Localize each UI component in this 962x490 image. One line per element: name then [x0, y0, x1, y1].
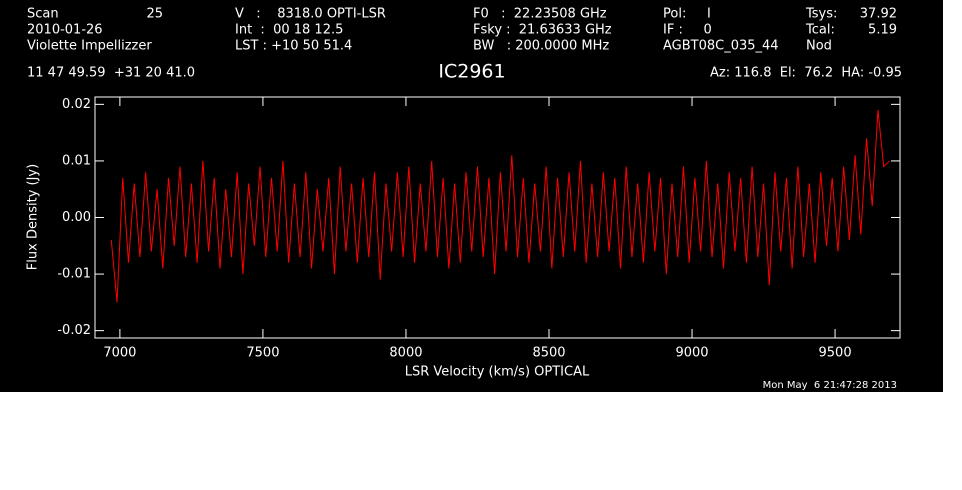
- x-axis-label: LSR Velocity (km/s) OPTICAL: [405, 365, 590, 380]
- header-text: 5.19: [868, 23, 897, 38]
- y-tick-label: 0.00: [62, 210, 91, 225]
- x-tick-label: 9000: [675, 346, 708, 361]
- header-text: Int : 00 18 12.5: [235, 23, 343, 38]
- spectrum-line: [110, 109, 890, 303]
- header-text: 25: [146, 7, 163, 22]
- y-tick-label: -0.02: [57, 323, 91, 338]
- header-text: Nod: [806, 39, 832, 54]
- header-text: BW : 200.0000 MHz: [473, 39, 609, 54]
- header-text: Az: 116.8 El: 76.2 HA: -0.95: [710, 66, 902, 81]
- x-tick-label: 8000: [389, 346, 422, 361]
- header-text: V : 8318.0 OPTI-LSR: [235, 7, 386, 22]
- chart-title: IC2961: [438, 61, 505, 83]
- y-axis-label: Flux Density (Jy): [26, 164, 41, 270]
- plot-background: [0, 0, 943, 392]
- header-text: LST : +10 50 51.4: [235, 39, 352, 54]
- y-tick-label: 0.01: [62, 153, 91, 168]
- header-text: F0 : 22.23508 GHz: [473, 7, 607, 22]
- header-text: IF : 0: [663, 23, 712, 38]
- y-tick-label: 0.02: [62, 97, 91, 112]
- x-tick-label: 7500: [246, 346, 279, 361]
- header-text: Scan: [27, 7, 59, 22]
- header-text: Tcal:: [805, 23, 835, 38]
- timestamp: Mon May 6 21:47:28 2013: [763, 380, 897, 391]
- header-text: AGBT08C_035_44: [663, 39, 779, 54]
- header-text: Pol: I: [663, 7, 711, 22]
- x-tick-label: 9500: [819, 346, 852, 361]
- x-tick-label: 8500: [532, 346, 565, 361]
- header-text: Violette Impellizzer: [27, 39, 152, 54]
- header-text: Fsky : 21.63633 GHz: [473, 23, 612, 38]
- x-tick-label: 7000: [103, 346, 136, 361]
- header-text: 37.92: [860, 7, 897, 22]
- header-text: 11 47 49.59 +31 20 41.0: [27, 66, 195, 81]
- y-tick-label: -0.01: [57, 267, 91, 282]
- header-text: Tsys:: [805, 7, 837, 22]
- header-text: 2010-01-26: [27, 23, 103, 38]
